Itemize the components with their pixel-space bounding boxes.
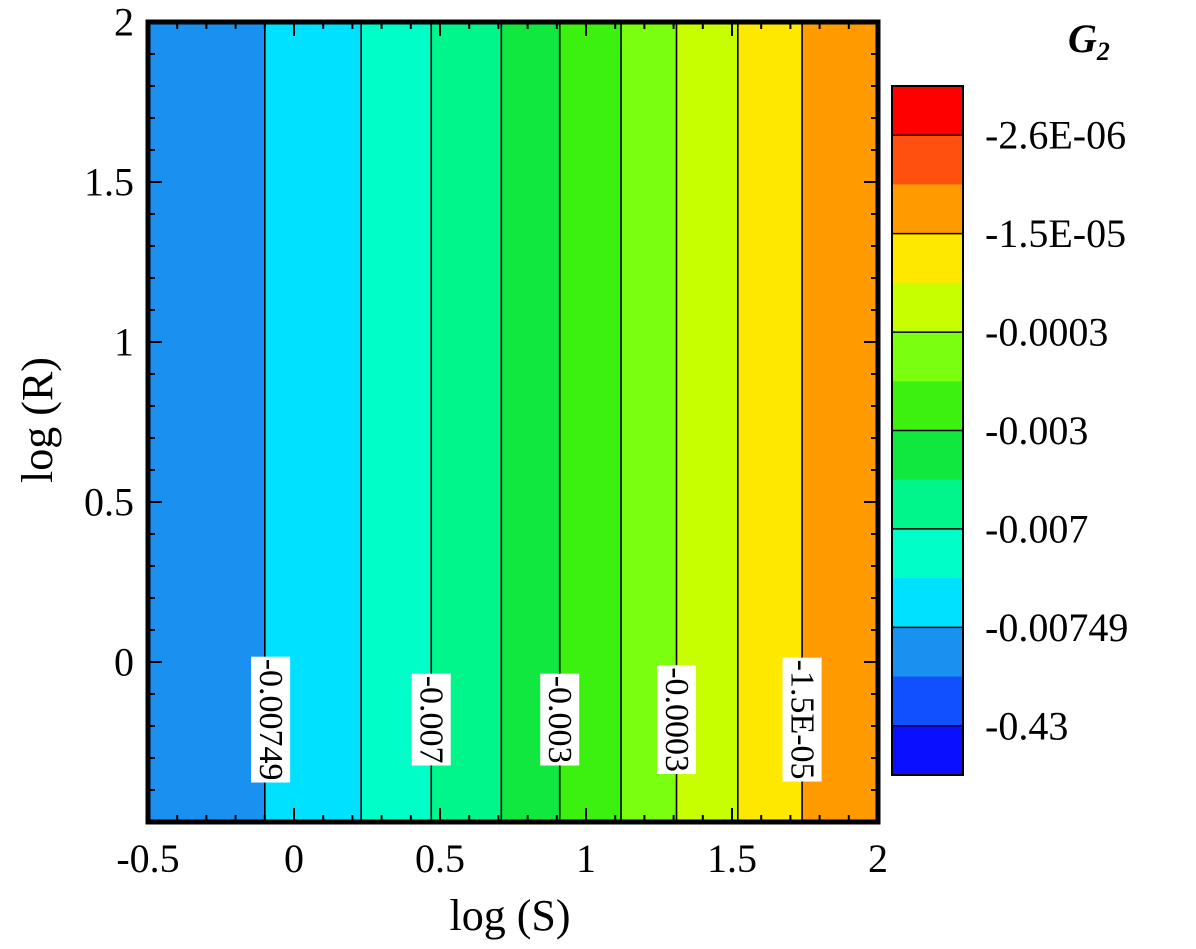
colorbar-level-4: [892, 282, 963, 333]
colorbar-level-10: [892, 578, 963, 628]
colorbar-level-6: [892, 381, 963, 431]
y-tick-label: 0: [114, 640, 134, 685]
contour-label-text: -1.5E-05: [784, 660, 821, 780]
x-tick-labels: -0.5 0 0.5 1 1.5 2: [116, 836, 888, 881]
plot-frame: [145, 19, 881, 825]
colorbar-title-symbol: G: [1068, 16, 1097, 61]
colorbar-level-12: [892, 676, 963, 727]
x-tick-label: 0.5: [415, 836, 465, 881]
colorbar-level-2: [892, 184, 963, 235]
x-tick-label: 2: [868, 836, 888, 881]
colorbar-level-5: [892, 332, 963, 382]
colorbar-title-subscript: 2: [1096, 37, 1110, 66]
colorbar-label: -0.43: [985, 703, 1068, 748]
colorbar-label: -0.007: [985, 506, 1088, 551]
colorbar-level-11: [892, 627, 963, 678]
contour-label-bg: [411, 673, 451, 766]
contour-label-text: -0.003: [541, 676, 578, 764]
x-tick-label: -0.5: [116, 836, 179, 881]
x-tick-label: 0: [284, 836, 304, 881]
colorbar-label: -0.00749: [985, 605, 1128, 650]
colorbar-label: -2.6E-06: [985, 113, 1126, 158]
colorbar-level-7: [892, 430, 963, 481]
y-tick-label: 2: [114, 0, 134, 45]
contour-label-4: -1.5E-05: [782, 657, 822, 782]
contour-label-text: -0.00749: [252, 659, 289, 781]
colorbar-level-0: [892, 86, 963, 136]
contour-label-bg: [540, 673, 580, 766]
colorbar-label: -0.0003: [985, 310, 1108, 355]
contour-label-bg: [251, 656, 291, 783]
contour-label-text: -0.007: [413, 676, 450, 764]
contour-labels: -0.00749 -0.007 -0.003 -0.0003 -1.5E-05: [251, 656, 822, 783]
y-axis-title: log (R): [13, 357, 62, 483]
colorbar-level-3: [892, 233, 963, 284]
colorbar-level-1: [892, 135, 963, 185]
colorbar-level-13: [892, 725, 963, 776]
colorbar-level-9: [892, 528, 963, 579]
contour-label-text: -0.0003: [658, 667, 695, 772]
colorbar-frame: [891, 85, 964, 776]
colorbar-label: -1.5E-05: [985, 211, 1126, 256]
contour-label-bg: [657, 665, 697, 775]
contour-label-0: -0.00749: [251, 656, 291, 783]
colorbar: -2.6E-06 -1.5E-05 -0.0003 -0.003 -0.007 -0.00…: [891, 85, 1128, 776]
contour-bands: [148, 22, 878, 822]
x-axis-title: log (S): [450, 891, 571, 940]
x-tick-label: 1: [576, 836, 596, 881]
y-tick-label: 1: [114, 320, 134, 365]
contour-band-0: [148, 22, 265, 822]
x-tick-label: 1.5: [707, 836, 757, 881]
y-tick-label: 0.5: [84, 480, 134, 525]
contour-label-3: -0.0003: [657, 665, 697, 775]
y-tick-label: 1.5: [84, 160, 134, 205]
colorbar-level-8: [892, 479, 963, 530]
contour-label-2: -0.003: [540, 673, 580, 766]
colorbar-title: G2: [1068, 16, 1110, 66]
contour-label-1: -0.007: [411, 673, 451, 766]
y-tick-labels: 0 0.5 1 1.5 2: [84, 0, 134, 685]
colorbar-label: -0.003: [985, 408, 1088, 453]
contour-label-bg: [782, 657, 822, 782]
axis-ticks: [147, 21, 879, 823]
